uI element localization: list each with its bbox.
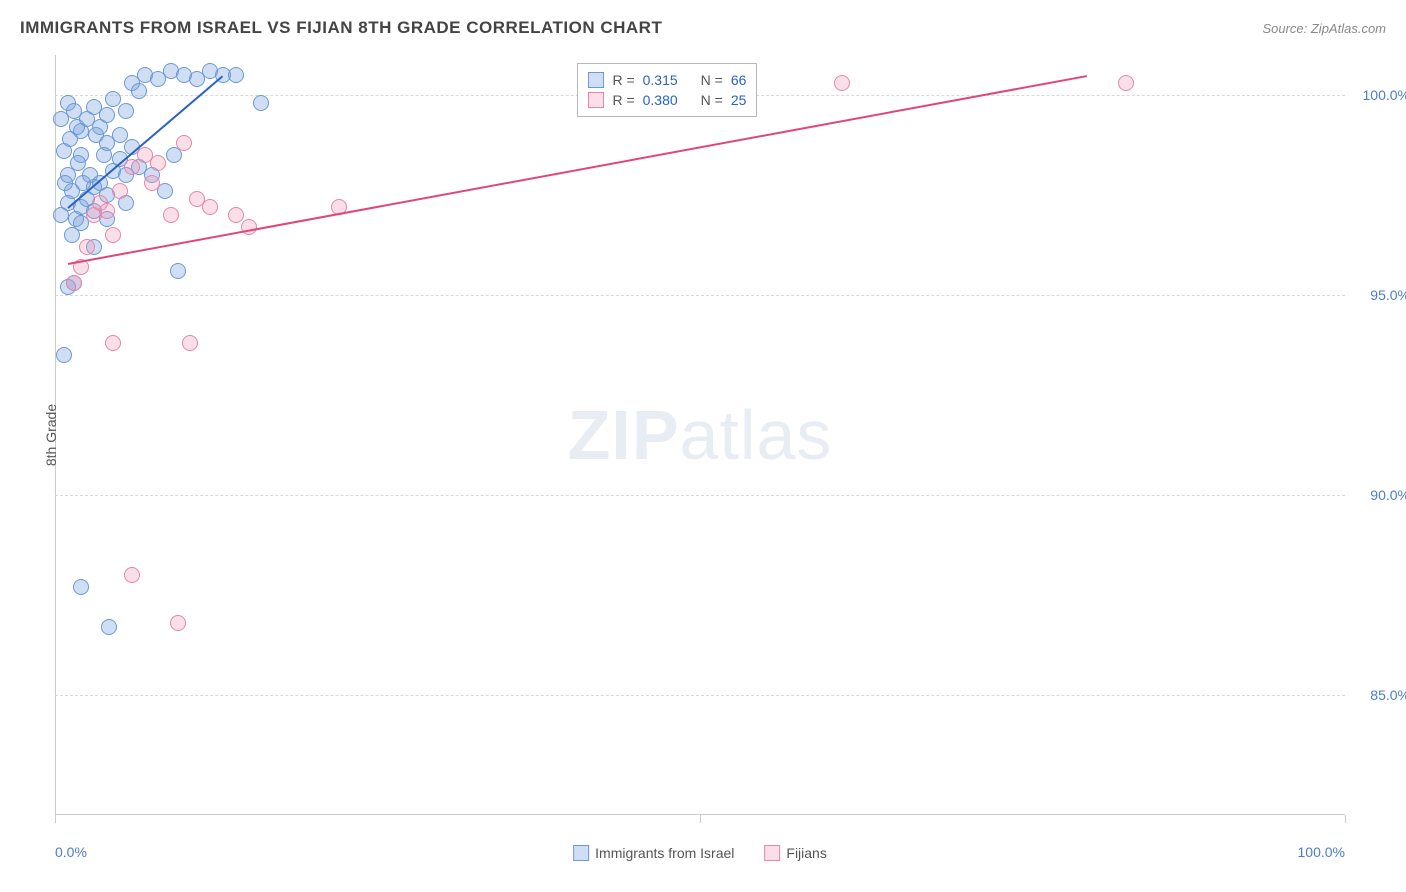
legend-swatch <box>588 72 604 88</box>
y-tick-label: 100.0% <box>1350 87 1406 103</box>
stats-legend-row: R =0.315N =66 <box>588 70 746 90</box>
x-tick <box>1345 815 1346 823</box>
data-point <box>118 103 134 119</box>
data-point <box>176 135 192 151</box>
data-point <box>88 127 104 143</box>
data-point <box>150 155 166 171</box>
bottom-legend-item-1: Immigrants from Israel <box>573 845 734 861</box>
gridline <box>55 295 1345 296</box>
data-point <box>101 619 117 635</box>
y-tick-label: 90.0% <box>1350 487 1406 503</box>
data-point <box>124 159 140 175</box>
data-point <box>96 147 112 163</box>
bottom-legend: Immigrants from Israel Fijians <box>573 845 827 861</box>
data-point <box>66 275 82 291</box>
header: IMMIGRANTS FROM ISRAEL VS FIJIAN 8TH GRA… <box>20 18 1386 38</box>
bottom-legend-label-2: Fijians <box>786 845 826 861</box>
data-point <box>56 347 72 363</box>
data-point <box>170 263 186 279</box>
y-tick-label: 85.0% <box>1350 687 1406 703</box>
gridline <box>55 495 1345 496</box>
data-point <box>105 227 121 243</box>
source-label: Source: ZipAtlas.com <box>1262 21 1386 36</box>
data-point <box>163 207 179 223</box>
data-point <box>170 615 186 631</box>
bottom-legend-item-2: Fijians <box>764 845 826 861</box>
x-tick <box>700 815 701 823</box>
data-point <box>99 107 115 123</box>
y-tick-label: 95.0% <box>1350 287 1406 303</box>
data-point <box>112 183 128 199</box>
watermark: ZIPatlas <box>568 395 833 475</box>
x-tick <box>55 815 56 823</box>
data-point <box>1118 75 1134 91</box>
legend-swatch <box>588 92 604 108</box>
data-point <box>834 75 850 91</box>
data-point <box>202 199 218 215</box>
data-point <box>253 95 269 111</box>
y-axis-title: 8th Grade <box>43 404 59 466</box>
legend-swatch-fijians <box>764 845 780 861</box>
chart-container: ZIPatlas 8th Grade 0.0% 100.0% Immigrant… <box>55 55 1345 815</box>
data-point <box>56 143 72 159</box>
data-point <box>105 335 121 351</box>
bottom-legend-label-1: Immigrants from Israel <box>595 845 734 861</box>
x-origin-label: 0.0% <box>55 844 87 860</box>
data-point <box>73 579 89 595</box>
data-point <box>228 207 244 223</box>
x-max-label: 100.0% <box>1298 844 1345 860</box>
data-point <box>144 175 160 191</box>
data-point <box>131 83 147 99</box>
data-point <box>57 175 73 191</box>
legend-swatch-israel <box>573 845 589 861</box>
data-point <box>228 67 244 83</box>
stats-legend: R =0.315N =66R =0.380N =25 <box>577 63 757 117</box>
plot-area: ZIPatlas 8th Grade 0.0% 100.0% Immigrant… <box>55 55 1345 815</box>
gridline <box>55 695 1345 696</box>
chart-title: IMMIGRANTS FROM ISRAEL VS FIJIAN 8TH GRA… <box>20 18 662 38</box>
data-point <box>124 567 140 583</box>
data-point <box>79 239 95 255</box>
data-point <box>99 203 115 219</box>
data-point <box>105 91 121 107</box>
data-point <box>69 119 85 135</box>
data-point <box>182 335 198 351</box>
stats-legend-row: R =0.380N =25 <box>588 90 746 110</box>
